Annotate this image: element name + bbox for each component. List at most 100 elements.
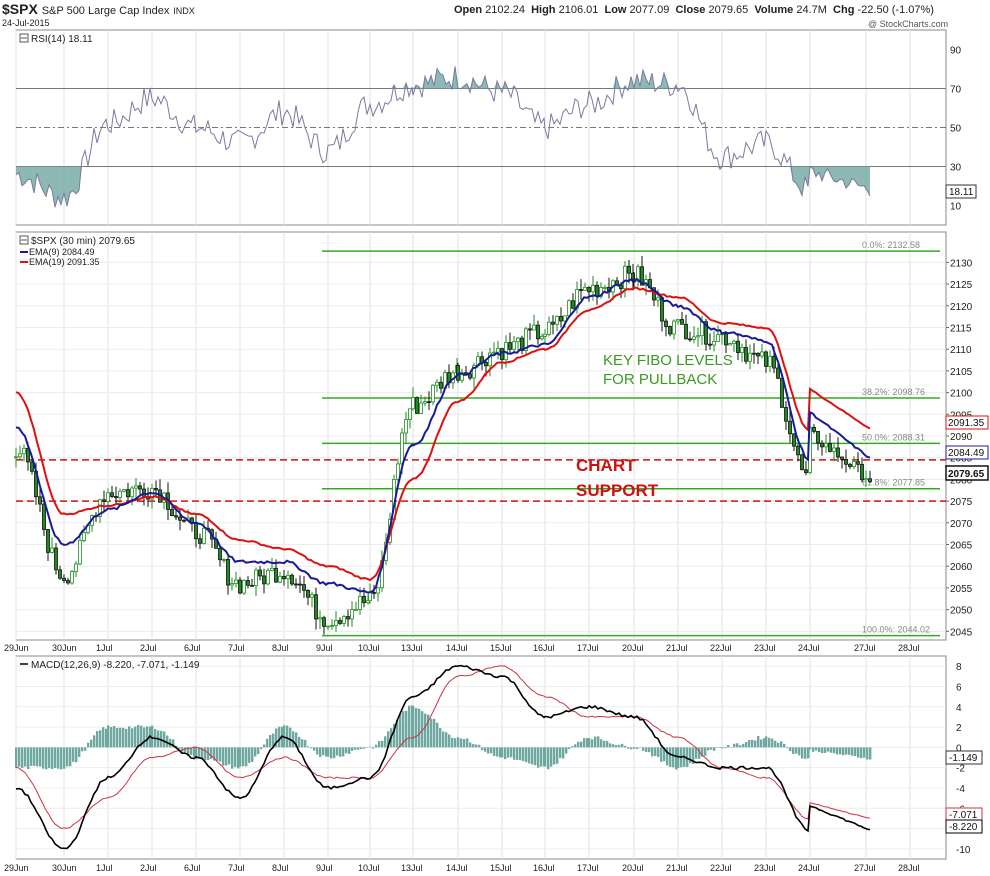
ema9-tag-text: 2084.49 bbox=[948, 448, 985, 459]
candle-body bbox=[656, 297, 660, 301]
macd-histogram-bar bbox=[774, 740, 777, 748]
macd-histogram-bar bbox=[69, 747, 72, 767]
candle-body bbox=[792, 433, 796, 447]
candle-body bbox=[583, 286, 587, 291]
candle-body bbox=[460, 372, 464, 381]
candle-body bbox=[114, 496, 118, 499]
macd-histogram-bar bbox=[600, 739, 603, 748]
candle-body bbox=[282, 575, 286, 580]
macd-histogram-bar bbox=[42, 747, 45, 769]
candle-body bbox=[516, 337, 520, 343]
x-axis-label: 15Jul bbox=[490, 863, 512, 873]
macd-histogram-bar bbox=[577, 741, 580, 748]
macd-histogram-bar bbox=[672, 747, 675, 768]
macd-histogram-bar bbox=[260, 747, 263, 750]
macd-histogram-bar bbox=[360, 747, 363, 750]
candle-body bbox=[623, 265, 627, 290]
macd-histogram-bar bbox=[204, 747, 207, 761]
macd-histogram-bar bbox=[307, 746, 310, 748]
macd-hist-tag: -1.149 bbox=[945, 750, 983, 765]
macd-histogram-bar bbox=[172, 739, 175, 748]
macd-histogram-bar bbox=[621, 743, 624, 748]
candle-body bbox=[178, 516, 182, 521]
candle-body bbox=[411, 397, 415, 410]
candle-body bbox=[50, 547, 54, 553]
x-axis-label: 16Jul bbox=[533, 643, 555, 653]
macd-histogram-bar bbox=[845, 747, 848, 755]
macd-histogram-bar bbox=[184, 747, 187, 752]
macd-histogram-bar bbox=[821, 747, 824, 754]
macd-histogram-bar bbox=[348, 747, 351, 754]
macd-histogram-bar bbox=[234, 747, 237, 767]
macd-histogram-bar bbox=[742, 743, 745, 748]
macd-histogram-bar bbox=[272, 733, 275, 748]
candle-body bbox=[520, 337, 524, 351]
macd-histogram-bar bbox=[466, 738, 469, 748]
candle-body bbox=[672, 320, 676, 335]
macd-histogram-bar bbox=[556, 747, 559, 764]
macd-histogram-bar bbox=[66, 747, 69, 767]
x-axis-label: 17Jul bbox=[577, 863, 599, 873]
price-tick-label: 2050 bbox=[950, 606, 973, 617]
candle-body bbox=[435, 381, 439, 386]
x-axis-label: 20Jul bbox=[622, 863, 644, 873]
candle-body bbox=[688, 338, 692, 341]
candle-body bbox=[198, 538, 202, 544]
macd-histogram-bar bbox=[854, 747, 857, 757]
fib-level-label: 100.0%: 2044.02 bbox=[862, 625, 930, 635]
candle-body bbox=[342, 616, 346, 624]
candle-body bbox=[427, 401, 431, 404]
macd-histogram-bar bbox=[275, 728, 278, 748]
candle-body bbox=[154, 487, 158, 491]
macd-histogram-bar bbox=[222, 747, 225, 766]
x-axis-label: 1Jul bbox=[96, 643, 113, 653]
rsi-tick-label: 90 bbox=[950, 46, 962, 57]
candle-body bbox=[512, 341, 516, 350]
candle-body bbox=[563, 315, 567, 322]
macd-histogram-bar bbox=[90, 739, 93, 748]
macd-histogram-bar bbox=[131, 728, 134, 748]
macd-histogram-bar bbox=[72, 747, 75, 762]
x-axis-label: 14Jul bbox=[446, 643, 468, 653]
macd-histogram-bar bbox=[295, 732, 298, 748]
macd-histogram-bar bbox=[857, 747, 860, 758]
macd-histogram-bar bbox=[763, 738, 766, 748]
candle-body bbox=[603, 286, 607, 289]
macd-histogram-bar bbox=[777, 742, 780, 748]
macd-histogram-bar bbox=[809, 747, 812, 750]
macd-histogram-bar bbox=[81, 747, 84, 752]
candle-body bbox=[290, 574, 294, 585]
candle-body bbox=[314, 594, 318, 620]
macd-histogram-bar bbox=[724, 747, 727, 749]
candle-body bbox=[587, 286, 591, 293]
candle-body bbox=[812, 426, 816, 432]
macd-histogram-bar bbox=[792, 747, 795, 754]
macd-histogram-bar bbox=[807, 747, 810, 759]
price-tick-label: 2070 bbox=[950, 519, 973, 530]
candle-body bbox=[704, 321, 708, 345]
candle-body bbox=[696, 335, 700, 338]
macd-histogram-bar bbox=[689, 747, 692, 764]
macd-histogram-bar bbox=[195, 747, 198, 760]
candle-body bbox=[330, 625, 334, 627]
macd-histogram-bar bbox=[547, 747, 550, 770]
macd-histogram-bar bbox=[166, 735, 169, 748]
macd-histogram-bar bbox=[540, 747, 543, 767]
candle-body bbox=[298, 583, 302, 586]
macd-histogram-bar bbox=[327, 747, 330, 757]
macd-histogram-bar bbox=[84, 747, 87, 751]
candle-body bbox=[768, 355, 772, 367]
macd-histogram-bar bbox=[695, 747, 698, 759]
candle-body bbox=[18, 453, 22, 458]
macd-histogram-bar bbox=[833, 747, 836, 754]
macd-histogram-bar bbox=[713, 747, 716, 751]
candle-body bbox=[74, 563, 78, 572]
rsi-legend-text: RSI(14) 18.11 bbox=[31, 34, 93, 45]
macd-histogram-bar bbox=[372, 747, 375, 749]
rsi-oversold-fill bbox=[16, 166, 870, 208]
candle-body bbox=[42, 503, 46, 530]
macd-histogram-bar bbox=[436, 722, 439, 748]
macd-histogram-bar bbox=[110, 727, 113, 748]
macd-histogram-bar bbox=[21, 747, 24, 768]
macd-histogram-bar bbox=[181, 747, 184, 752]
